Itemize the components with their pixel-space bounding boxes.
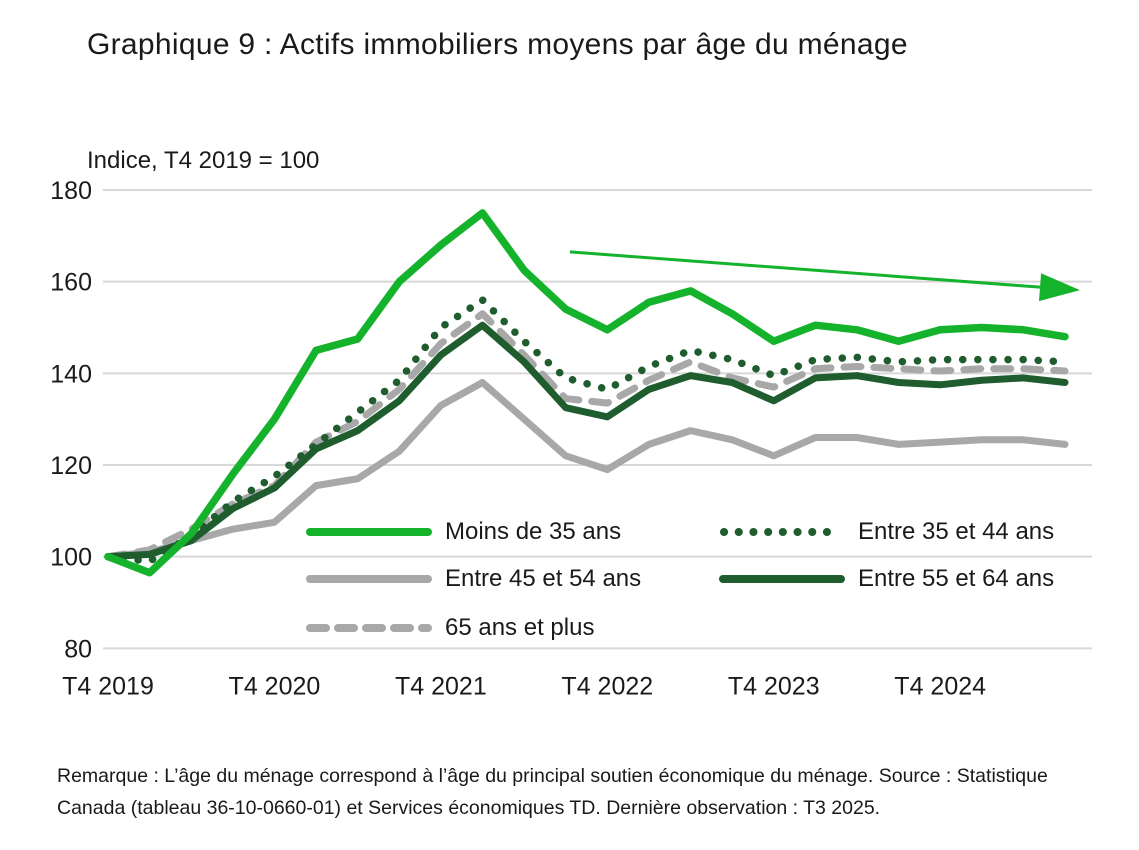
series-line-moins-35 <box>104 209 1069 577</box>
y-axis-tick-labels: 180 160 140 120 100 80 <box>50 177 92 663</box>
x-tick-label: T4 2021 <box>395 672 487 700</box>
y-tick-label: 140 <box>50 360 92 388</box>
series-line-entre-35-44 <box>104 296 1069 566</box>
chart-title: Graphique 9 : Actifs immobiliers moyens … <box>87 28 908 61</box>
gridlines <box>103 189 1092 650</box>
x-tick-label: T4 2020 <box>229 672 321 700</box>
source-note: Remarque : L’âge du ménage correspond à … <box>57 765 1048 819</box>
series-line-entre-45-54 <box>104 379 1069 561</box>
y-tick-label: 80 <box>64 635 92 663</box>
y-tick-label: 120 <box>50 452 92 480</box>
series-line-65-plus <box>104 310 1069 561</box>
trend-arrow-head-icon <box>1038 273 1080 302</box>
y-tick-label: 180 <box>50 177 92 205</box>
x-tick-label: T4 2023 <box>728 672 820 700</box>
x-tick-label: T4 2022 <box>561 672 653 700</box>
y-tick-label: 100 <box>50 544 92 572</box>
axis-unit-label: Indice, T4 2019 = 100 <box>87 147 320 174</box>
y-tick-label: 160 <box>50 269 92 297</box>
x-axis-tick-labels: T4 2019 T4 2020 T4 2021 T4 2022 T4 2023 T4 20… <box>62 672 986 700</box>
series-line-entre-55-64 <box>104 321 1069 561</box>
x-tick-label: T4 2019 <box>62 672 154 700</box>
trend-arrow-line <box>569 250 1041 289</box>
x-tick-label: T4 2024 <box>894 672 986 700</box>
